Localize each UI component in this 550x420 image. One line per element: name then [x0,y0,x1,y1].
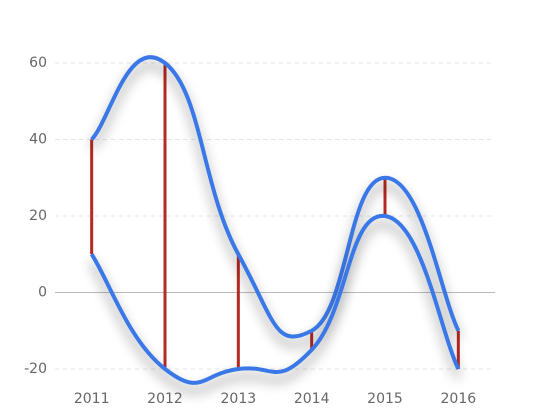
x-tick-label: 2013 [221,391,257,407]
y-tick-label: 20 [29,208,47,224]
y-tick-label: -20 [24,361,47,377]
x-tick-label: 2014 [294,391,330,407]
y-tick-label: 60 [29,55,47,71]
y-tick-label: 40 [29,132,47,148]
x-tick-label: 2015 [367,391,403,407]
y-tick-label: 0 [38,285,47,301]
x-tick-label: 2012 [147,391,183,407]
line [89,213,461,385]
x-tick-label: 2016 [441,391,477,407]
line [90,55,461,339]
x-tick-label: 2011 [74,391,110,407]
